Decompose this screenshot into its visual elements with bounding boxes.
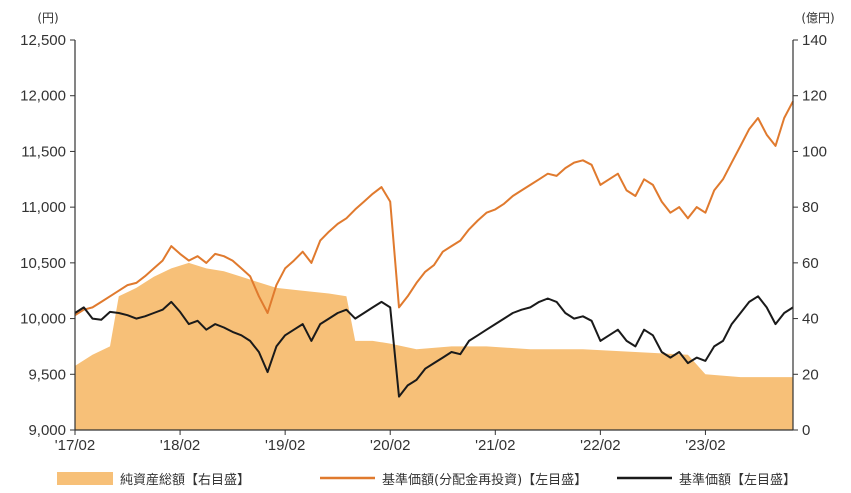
x-tick-label: '23/02: [685, 437, 725, 454]
right-tick-label: 40: [802, 311, 819, 328]
right-tick-label: 140: [802, 32, 827, 49]
left-tick-label: 10,000: [20, 311, 66, 328]
x-tick-label: '18/02: [160, 437, 200, 454]
x-ticks: '17/02 '18/02 '19/02 '20/02 '21/02 '22/02 '23/…: [55, 430, 726, 454]
left-tick-label: 10,500: [20, 255, 66, 272]
right-tick-label: 20: [802, 366, 819, 383]
x-tick-label: '17/02: [55, 437, 95, 454]
right-tick-label: 60: [802, 255, 819, 272]
legend-label-net-assets: 純資産総額【右目盛】: [120, 472, 250, 488]
area-layer: [75, 262, 793, 430]
left-tick-label: 11,000: [21, 199, 66, 216]
left-tick-label: 9,000: [28, 422, 66, 439]
nav-line: [74, 295, 794, 398]
left-tick-label: 12,000: [20, 88, 66, 105]
right-axis-unit: (億円): [801, 11, 834, 25]
x-tick-label: '20/02: [370, 437, 410, 454]
nav-reinvested-line: [74, 100, 794, 317]
left-axis-unit: (円): [37, 11, 58, 25]
right-tick-label: 120: [802, 88, 827, 105]
right-ticks: 0 20 40 60 80 100 120 140: [793, 32, 827, 439]
x-tick-label: '22/02: [580, 437, 620, 454]
legend-label-nav-reinvested: 基準価額(分配金再投資)【左目盛】: [382, 472, 587, 488]
right-tick-label: 0: [802, 422, 810, 439]
x-tick-label: '21/02: [475, 437, 515, 454]
axes-layer: [74, 40, 794, 431]
net-assets-area: [75, 262, 793, 430]
left-tick-label: 12,500: [20, 32, 66, 49]
lines-layer: [74, 100, 794, 398]
left-ticks: 9,000 9,500 10,000 10,500 11,000 11,500 12,000…: [20, 32, 75, 439]
legend-label-nav: 基準価額【左目盛】: [679, 472, 796, 488]
right-tick-label: 100: [802, 143, 827, 160]
legend-swatch-net-assets: [57, 472, 113, 485]
right-tick-label: 80: [802, 199, 819, 216]
left-tick-label: 11,500: [21, 143, 66, 160]
left-tick-label: 9,500: [28, 366, 66, 383]
legend: 純資産総額【右目盛】 基準価額(分配金再投資)【左目盛】 基準価額【左目盛】: [57, 472, 796, 488]
x-tick-label: '19/02: [265, 437, 305, 454]
